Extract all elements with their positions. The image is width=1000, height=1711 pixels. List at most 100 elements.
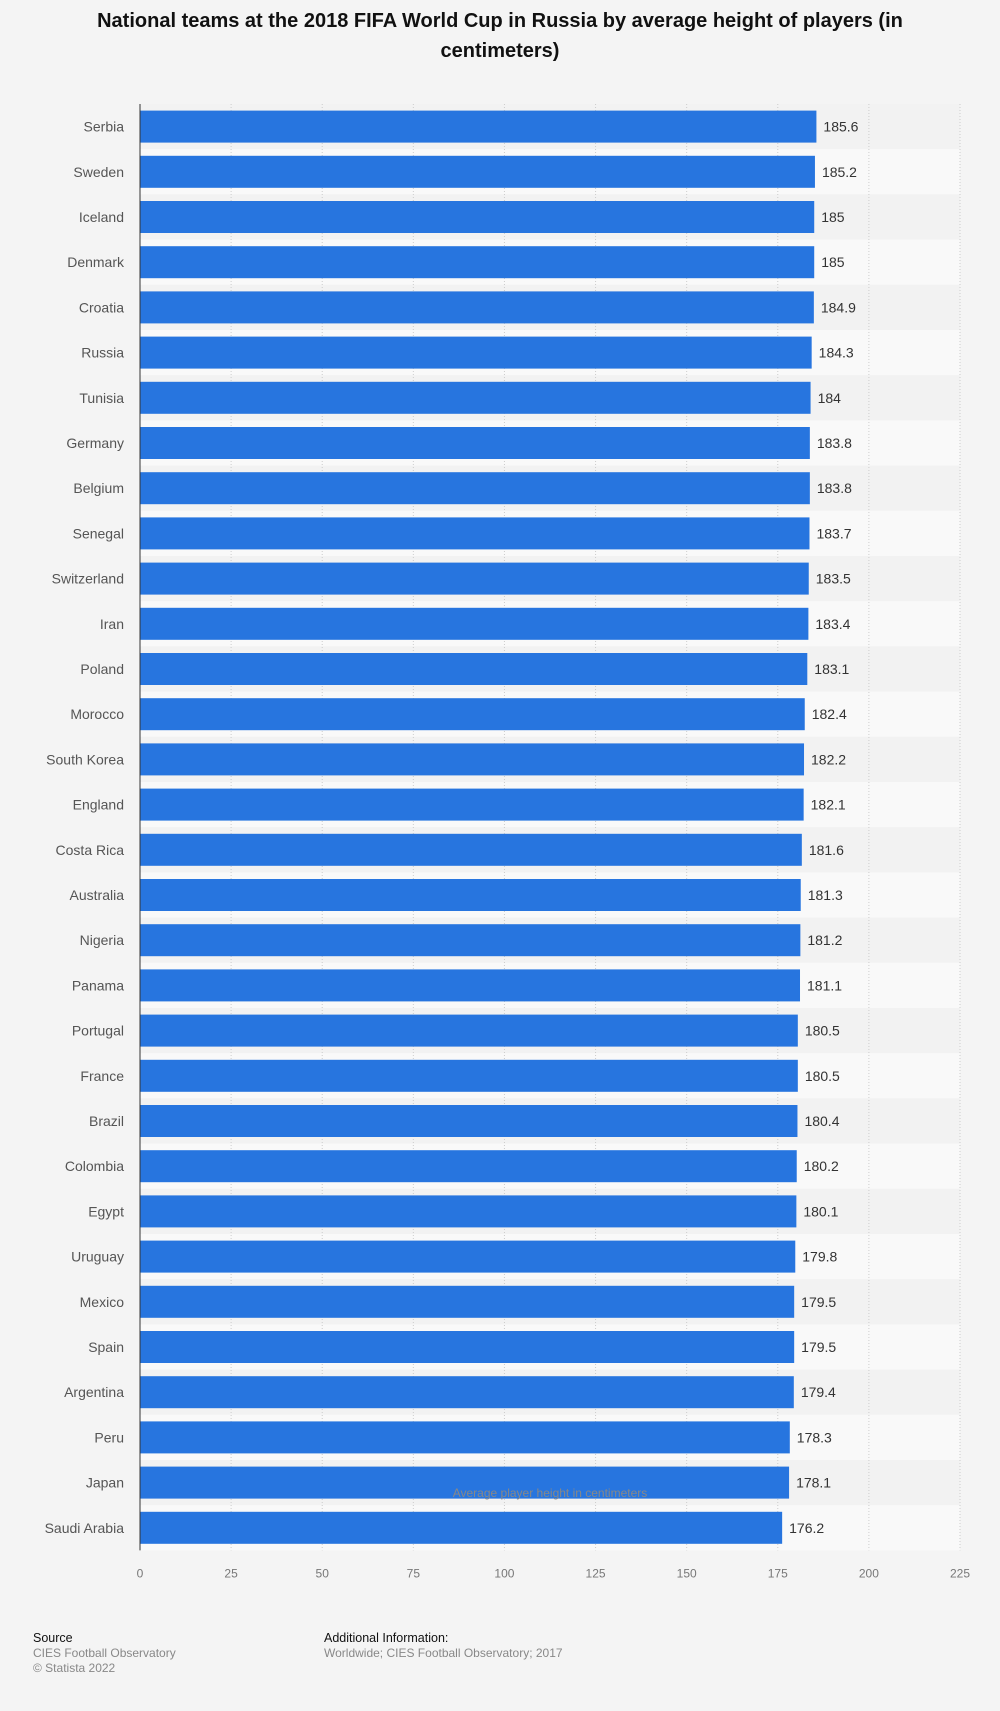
value-label: 182.1 — [811, 797, 846, 813]
source-block: Source CIES Football Observatory © Stati… — [33, 1631, 293, 1676]
value-label: 181.3 — [808, 887, 843, 903]
source-heading: Source — [33, 1631, 73, 1645]
x-tick-label: 100 — [494, 1566, 514, 1580]
value-label: 183.7 — [816, 525, 851, 541]
category-labels: Serbia Sweden Iceland Denmark Croatia Russia T… — [45, 119, 125, 1536]
value-labels: 185.6 185.2 185 185 184.9 184.3 184 183.8 183.8 1… — [789, 119, 859, 1536]
additional-info-heading: Additional Information: — [324, 1631, 449, 1645]
bar — [140, 607, 809, 640]
value-label: 178.1 — [796, 1475, 831, 1491]
value-label: 182.2 — [811, 751, 846, 767]
category-label: Poland — [80, 661, 124, 677]
category-label: Morocco — [70, 706, 124, 722]
category-label: Uruguay — [71, 1249, 124, 1265]
bar — [140, 1014, 798, 1047]
category-label: Iceland — [79, 209, 124, 225]
source-line: CIES Football Observatory — [33, 1646, 176, 1660]
bar — [140, 291, 814, 324]
bar — [140, 517, 810, 550]
bar — [140, 1331, 795, 1363]
category-label: Colombia — [65, 1158, 124, 1174]
bar — [140, 879, 801, 911]
value-label: 178.3 — [797, 1429, 832, 1445]
category-label: Senegal — [73, 525, 124, 541]
category-label: Saudi Arabia — [45, 1520, 125, 1536]
category-label: Egypt — [88, 1203, 124, 1219]
category-label: Portugal — [72, 1023, 124, 1039]
bar — [140, 381, 811, 414]
bar — [140, 969, 801, 1002]
value-label: 180.4 — [804, 1113, 839, 1129]
category-label: Denmark — [67, 254, 125, 270]
category-label: Argentina — [64, 1384, 124, 1400]
value-label: 184.9 — [821, 299, 856, 315]
bar — [140, 427, 810, 459]
category-label: Belgium — [73, 480, 124, 496]
category-label: England — [73, 797, 124, 813]
bar — [140, 201, 815, 233]
bar — [140, 472, 810, 505]
value-label: 185.2 — [822, 164, 857, 180]
bar — [140, 155, 815, 188]
value-label: 180.5 — [805, 1068, 840, 1084]
bar — [140, 1105, 798, 1137]
x-tick-label: 175 — [768, 1566, 788, 1580]
value-label: 183.8 — [817, 435, 852, 451]
category-label: Switzerland — [52, 571, 124, 587]
category-label: Nigeria — [80, 932, 125, 948]
value-label: 185 — [821, 209, 845, 225]
value-label: 184 — [818, 390, 842, 406]
bar — [140, 1195, 797, 1228]
bar — [140, 336, 812, 369]
bar — [140, 562, 809, 595]
category-label: Tunisia — [79, 390, 124, 406]
value-label: 179.5 — [801, 1294, 836, 1310]
bar — [140, 698, 805, 731]
x-tick-label: 225 — [950, 1566, 970, 1580]
value-label: 180.2 — [804, 1158, 839, 1174]
x-tick-label: 25 — [224, 1566, 238, 1580]
value-label: 180.1 — [803, 1203, 838, 1219]
bars — [140, 110, 817, 1544]
value-label: 181.6 — [809, 842, 844, 858]
bar — [140, 1511, 783, 1544]
value-label: 182.4 — [812, 706, 847, 722]
category-label: Croatia — [79, 299, 124, 315]
category-label: Sweden — [73, 164, 124, 180]
x-tick-label: 125 — [586, 1566, 606, 1580]
value-label: 180.5 — [805, 1023, 840, 1039]
category-label: Japan — [86, 1475, 124, 1491]
bar — [140, 653, 808, 685]
x-tick-label: 50 — [316, 1566, 330, 1580]
bar — [140, 1150, 797, 1183]
category-label: Spain — [88, 1339, 124, 1355]
value-label: 179.5 — [801, 1339, 836, 1355]
x-tick-label: 0 — [137, 1566, 144, 1580]
gridlines — [230, 104, 961, 1551]
category-label: Panama — [72, 977, 124, 993]
x-tick-label: 75 — [407, 1566, 421, 1580]
category-label: Australia — [70, 887, 125, 903]
bar — [140, 1240, 796, 1273]
category-label: Germany — [66, 435, 124, 451]
value-label: 185.6 — [823, 119, 858, 135]
bar — [140, 1421, 790, 1454]
value-label: 181.2 — [807, 932, 842, 948]
value-label: 179.8 — [802, 1249, 837, 1265]
value-label: 184.3 — [819, 345, 854, 361]
bar — [140, 246, 815, 279]
x-tick-label: 200 — [859, 1566, 879, 1580]
bar — [140, 743, 805, 776]
value-label: 183.8 — [817, 480, 852, 496]
x-axis-title: Average player height in centimeters — [453, 1486, 648, 1500]
category-label: Brazil — [89, 1113, 124, 1129]
x-tick-labels: 0 25 50 75 100 125 150 175 200 225 — [137, 1566, 971, 1580]
additional-info-line: Worldwide; CIES Football Observatory; 20… — [324, 1646, 563, 1660]
category-label: Mexico — [80, 1294, 125, 1310]
bar — [140, 1059, 798, 1092]
value-label: 183.4 — [815, 616, 850, 632]
bar — [140, 924, 801, 957]
category-label: Costa Rica — [56, 842, 125, 858]
additional-info-block: Additional Information: Worldwide; CIES … — [324, 1631, 824, 1661]
